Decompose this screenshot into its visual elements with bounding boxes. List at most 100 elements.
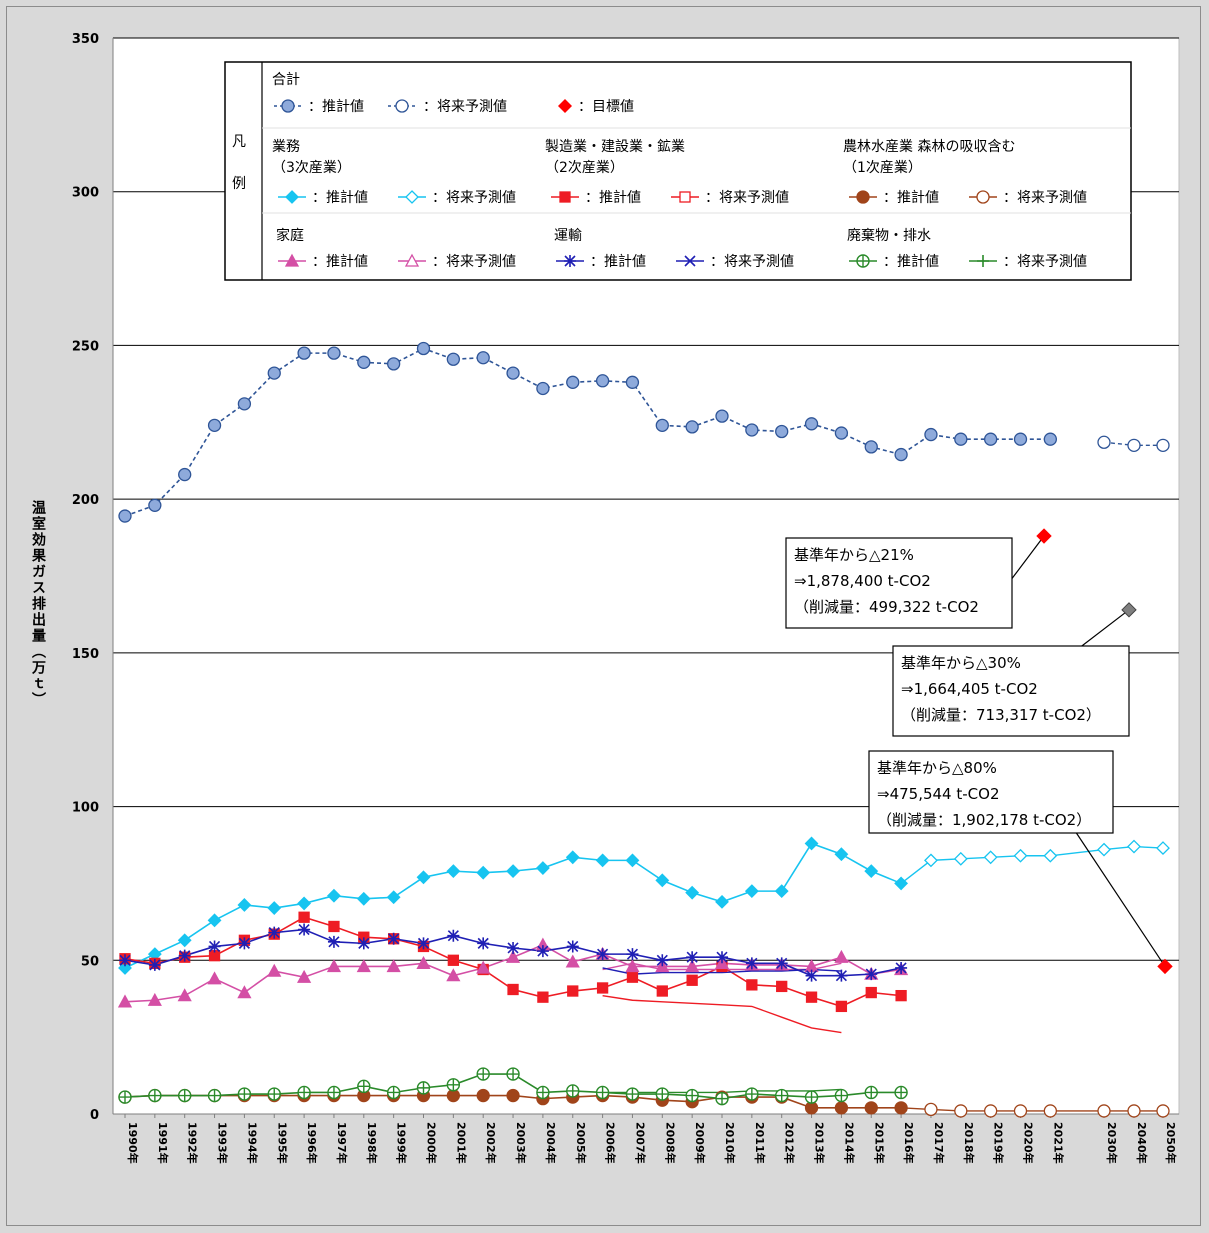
- legend-group-title: 運輸: [554, 228, 582, 244]
- transport-estimate-point: [686, 951, 699, 964]
- total-estimate-point: [178, 467, 192, 482]
- transport-estimate-point: [805, 969, 818, 982]
- waste-estimate-point-cross: [148, 1089, 161, 1102]
- legend-projection-label: ：将来予測値: [432, 254, 516, 270]
- x-tick-label: 2012年: [783, 1122, 797, 1164]
- waste-estimate-point-cross: [268, 1088, 281, 1101]
- x-tick-label: 2015年: [872, 1122, 886, 1164]
- household-estimate-point: [207, 971, 222, 985]
- x-tick-label: 1991年: [156, 1122, 170, 1164]
- transport-estimate-point: [417, 937, 430, 950]
- transport-estimate-point: [387, 932, 400, 945]
- commercial-estimate-point: [804, 836, 819, 851]
- legend-projection-label: ：将来予測値: [432, 190, 516, 206]
- household-estimate-point: [326, 959, 342, 973]
- waste-estimate-point-cross: [656, 1088, 669, 1101]
- commercial-projection-point: [1127, 839, 1141, 854]
- waste-estimate-point-cross: [357, 1080, 370, 1093]
- legend-group-subtitle: （2次産業）: [545, 160, 624, 176]
- industry-estimate-point: [537, 991, 549, 1003]
- agriculture-projection-point: [954, 1104, 968, 1118]
- total-estimate-point: [804, 417, 819, 431]
- target-annotation-text: （削減量：713,317 t-CO2）: [901, 706, 1101, 724]
- transport-estimate-point: [238, 937, 251, 950]
- transport-estimate-point: [148, 958, 161, 971]
- x-tick-label: 2019年: [992, 1122, 1006, 1164]
- total-estimate-point: [118, 509, 132, 523]
- x-tick-label: 1998年: [365, 1122, 379, 1164]
- waste-estimate-point-cross: [566, 1084, 579, 1097]
- commercial-estimate-point: [207, 913, 222, 928]
- transport-estimate-point: [298, 923, 311, 936]
- waste-estimate-point-cross: [805, 1091, 818, 1104]
- industry-estimate-point: [835, 1000, 848, 1013]
- waste-estimate-point-cross: [536, 1086, 549, 1099]
- waste-estimate-point-cross: [626, 1088, 639, 1101]
- commercial-estimate-point: [416, 870, 431, 885]
- y-axis-label: 温室効果ガス排出量（万ｔ）: [30, 500, 47, 708]
- target-annotations: 基準年から△21% ⇒1,878,400 t-CO2 （削減量：499,322 t-…: [785, 528, 1173, 975]
- x-tick-label: 2014年: [842, 1122, 856, 1164]
- legend-sample-marker: [281, 99, 295, 113]
- waste-estimate-point-cross: [835, 1089, 848, 1102]
- transport-estimate-point: [119, 954, 131, 967]
- target-annotation-text: 基準年から△30%: [901, 654, 1021, 672]
- transport-estimate-point: [656, 954, 669, 967]
- total-estimate-point: [536, 381, 550, 396]
- y-tick-label: 350: [72, 32, 99, 47]
- commercial-estimate-point: [267, 901, 282, 915]
- waste-estimate-point-cross: [775, 1089, 788, 1102]
- waste-estimate-point-cross: [895, 1086, 908, 1099]
- household-estimate-point: [356, 959, 371, 973]
- legend-group-subtitle: （3次産業）: [272, 160, 351, 176]
- waste-estimate-point-cross: [417, 1081, 430, 1094]
- legend-estimate-label: ：推計値: [585, 190, 641, 206]
- legend-sample-marker: [284, 253, 300, 267]
- transport-estimate-point: [327, 935, 340, 948]
- household-estimate-point: [267, 963, 282, 977]
- legend-sample-marker: [404, 253, 420, 267]
- x-tick-label: 2010年: [723, 1122, 737, 1164]
- total-estimate-point: [237, 397, 252, 411]
- legend-box: [224, 61, 1132, 281]
- commercial-projection-point: [953, 851, 968, 866]
- commercial-estimate-point: [655, 873, 670, 888]
- transport-estimate-point: [865, 968, 878, 981]
- waste-estimate-point-cross: [507, 1068, 520, 1081]
- transport-estimate-point: [536, 945, 549, 958]
- total-estimate-point: [984, 432, 998, 446]
- agriculture-projection-point: [984, 1104, 998, 1118]
- x-tick-label: 2011年: [753, 1122, 767, 1164]
- waste-estimate-point-cross: [208, 1089, 221, 1102]
- x-tick-label: 2000年: [425, 1122, 439, 1164]
- total-estimate-point: [297, 346, 311, 360]
- industry-estimate-point: [895, 989, 907, 1002]
- total-estimate-point: [864, 440, 878, 454]
- commercial-projection-point: [1043, 848, 1058, 863]
- target-annotation-text: ⇒475,544 t-CO2: [877, 785, 999, 803]
- x-tick-label: 1994年: [245, 1122, 259, 1164]
- waste-estimate-point-cross: [119, 1091, 131, 1104]
- target-annotation-text: 基準年から△21%: [794, 546, 914, 564]
- total-estimate-point: [267, 366, 281, 380]
- legend-group-subtitle: （1次産業）: [843, 160, 922, 176]
- commercial-estimate-point: [446, 864, 461, 879]
- transport-estimate-point: [835, 969, 848, 982]
- legend-sample-marker: [559, 191, 571, 203]
- series-markers: [117, 341, 1170, 1118]
- target-point: [1121, 602, 1137, 618]
- y-tick-label: 0: [90, 1108, 99, 1123]
- total-projection-point: [1097, 435, 1111, 449]
- household-estimate-point: [476, 960, 491, 974]
- x-tick-label: 2017年: [932, 1122, 946, 1164]
- waste-estimate-point-cross: [745, 1088, 758, 1101]
- household-estimate-point: [117, 994, 133, 1008]
- transport-estimate-point: [268, 926, 281, 939]
- commercial-estimate-point: [177, 933, 192, 948]
- commercial-projection-point: [1013, 848, 1028, 863]
- transport-estimate-point: [178, 949, 191, 962]
- total-estimate-point: [775, 424, 789, 439]
- total-estimate-point: [566, 375, 580, 389]
- industry-estimate-point: [596, 982, 609, 994]
